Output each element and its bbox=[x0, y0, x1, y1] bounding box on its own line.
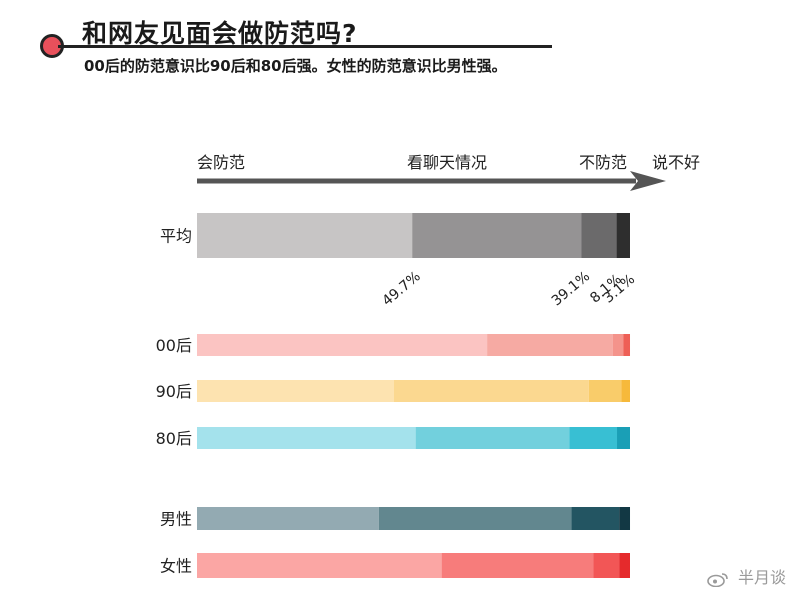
bar-segment bbox=[487, 334, 613, 356]
bar-segment bbox=[581, 213, 617, 258]
bar-segment bbox=[621, 380, 630, 402]
bar-segment bbox=[197, 213, 413, 258]
value-label: 3.1% bbox=[601, 271, 639, 306]
bar-segment bbox=[197, 380, 395, 402]
bar-segment bbox=[412, 213, 582, 258]
bar-segment bbox=[378, 507, 572, 530]
value-label: 49.7% bbox=[379, 269, 423, 310]
scale-label-right-a: 不防范 bbox=[579, 153, 627, 172]
bar-segment bbox=[588, 380, 622, 402]
row-label: 00后 bbox=[156, 336, 192, 355]
row-label: 90后 bbox=[156, 382, 192, 401]
bar-segment bbox=[197, 507, 379, 530]
chart-title: 和网友见面会做防范吗? bbox=[82, 19, 358, 48]
scale-label-right-b: 说不好 bbox=[652, 153, 700, 172]
scale-axis: 会防范 看聊天情况 不防范 说不好 bbox=[197, 153, 700, 191]
bar-segment bbox=[441, 553, 594, 578]
bar-segment bbox=[394, 380, 589, 402]
scale-label-middle: 看聊天情况 bbox=[407, 153, 487, 172]
title-underline bbox=[58, 45, 552, 48]
bar-segment bbox=[593, 553, 620, 578]
bar-segment bbox=[619, 507, 631, 530]
value-label: 39.1% bbox=[549, 269, 593, 310]
scale-label-left: 会防范 bbox=[197, 153, 245, 172]
bar-segment bbox=[619, 553, 630, 578]
bar-segment bbox=[197, 334, 488, 356]
bar-segment bbox=[612, 334, 624, 356]
chart-subtitle: 00后的防范意识比90后和80后强。女性的防范意识比男性强。 bbox=[84, 57, 507, 75]
weibo-logo-icon bbox=[707, 572, 728, 587]
watermark: 半月谈 bbox=[707, 564, 786, 588]
bar-segment bbox=[197, 427, 416, 449]
bar-segment bbox=[617, 427, 630, 449]
row-label: 男性 bbox=[160, 510, 192, 529]
bar-segment bbox=[571, 507, 620, 530]
row-label: 女性 bbox=[160, 557, 192, 576]
row-label: 80后 bbox=[156, 429, 192, 448]
bar-segment bbox=[415, 427, 570, 449]
watermark-text: 半月谈 bbox=[737, 568, 786, 587]
bar-segment bbox=[197, 553, 442, 578]
bar-segment bbox=[616, 213, 630, 258]
scale-arrow-head bbox=[630, 171, 666, 191]
row-label: 平均 bbox=[160, 227, 192, 246]
bar-segment bbox=[623, 334, 631, 356]
bar-segment bbox=[569, 427, 618, 449]
